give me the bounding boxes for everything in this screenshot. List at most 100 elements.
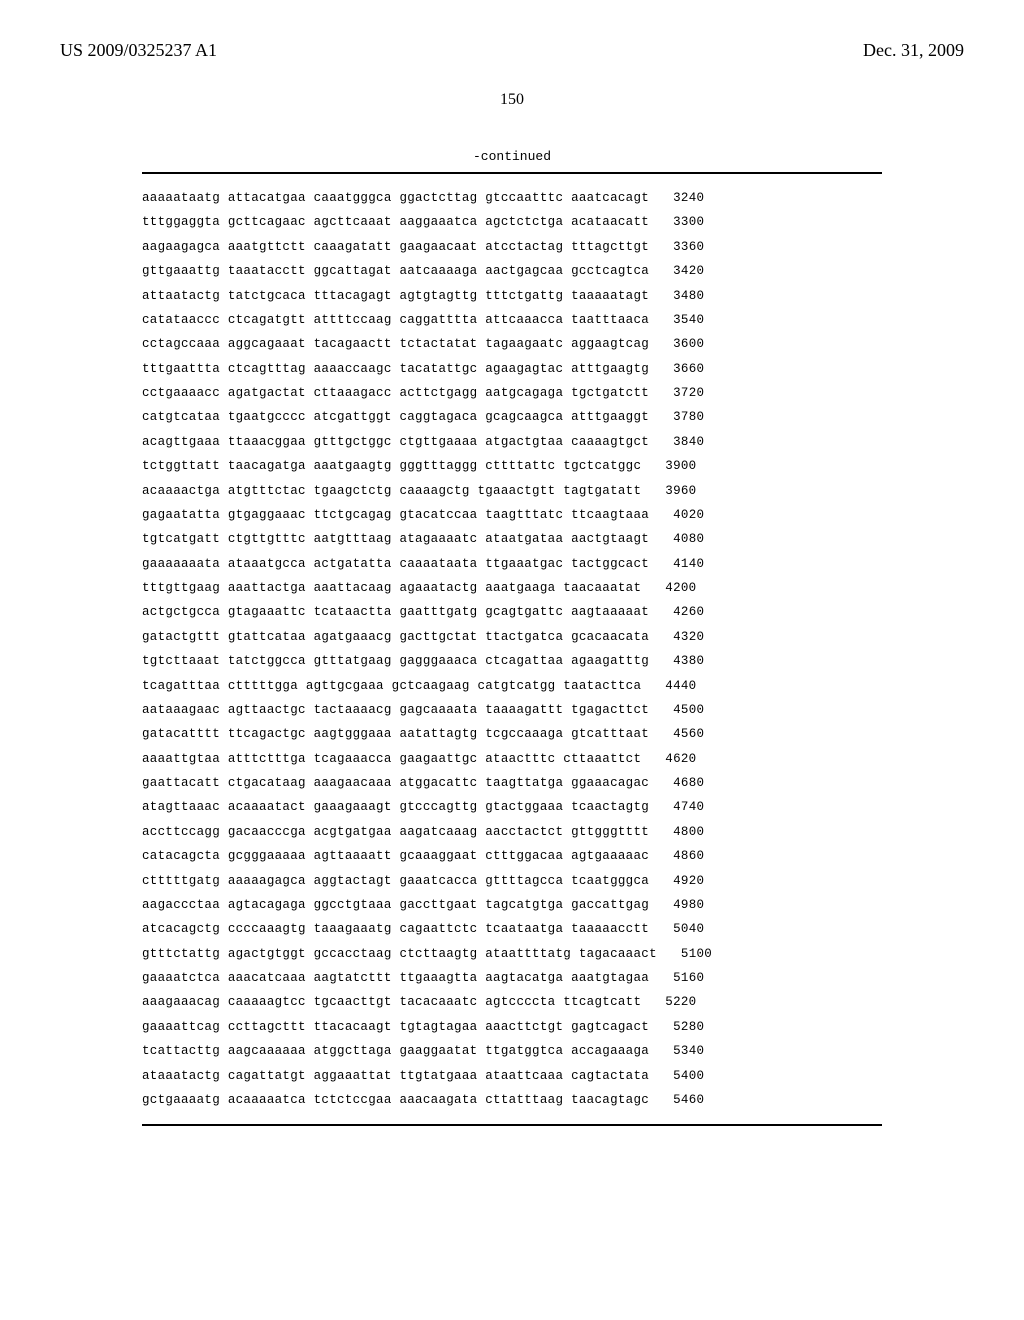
sequence-text: gatacatttt ttcagactgc aagtgggaaa aatatta… — [142, 722, 649, 746]
sequence-number: 4260 — [673, 600, 704, 624]
sequence-row: catacagcta gcgggaaaaa agttaaaatt gcaaagg… — [142, 844, 882, 868]
sequence-number: 4860 — [673, 844, 704, 868]
publication-date: Dec. 31, 2009 — [863, 40, 964, 61]
sequence-text: gttgaaattg taaatacctt ggcattagat aatcaaa… — [142, 259, 649, 283]
sequence-row: tgtcttaaat tatctggcca gtttatgaag gagggaa… — [142, 649, 882, 673]
sequence-number: 4380 — [673, 649, 704, 673]
sequence-text: aagaccctaa agtacagaga ggcctgtaaa gaccttg… — [142, 893, 649, 917]
sequence-number: 4680 — [673, 771, 704, 795]
sequence-text: atagttaaac acaaaatact gaaagaaagt gtcccag… — [142, 795, 649, 819]
sequence-row: tttgaattta ctcagtttag aaaaccaagc tacatat… — [142, 357, 882, 381]
sequence-text: cctagccaaa aggcagaaat tacagaactt tctacta… — [142, 332, 649, 356]
sequence-number: 5340 — [673, 1039, 704, 1063]
sequence-row: acagttgaaa ttaaacggaa gtttgctggc ctgttga… — [142, 430, 882, 454]
sequence-row: atagttaaac acaaaatact gaaagaaagt gtcccag… — [142, 795, 882, 819]
sequence-row: ataaatactg cagattatgt aggaaattat ttgtatg… — [142, 1064, 882, 1088]
sequence-number: 4140 — [673, 552, 704, 576]
sequence-row: accttccagg gacaacccga acgtgatgaa aagatca… — [142, 820, 882, 844]
sequence-number: 4620 — [665, 747, 696, 771]
sequence-row: tctggttatt taacagatga aaatgaagtg gggttta… — [142, 454, 882, 478]
sequence-text: aagaagagca aaatgttctt caaagatatt gaagaac… — [142, 235, 649, 259]
sequence-row: tcagatttaa ctttttgga agttgcgaaa gctcaaga… — [142, 674, 882, 698]
sequence-text: tttggaggta gcttcagaac agcttcaaat aaggaaa… — [142, 210, 649, 234]
sequence-number: 3720 — [673, 381, 704, 405]
sequence-number: 5400 — [673, 1064, 704, 1088]
sequence-number: 4500 — [673, 698, 704, 722]
sequence-text: catataaccc ctcagatgtt attttccaag caggatt… — [142, 308, 649, 332]
sequence-text: tcagatttaa ctttttgga agttgcgaaa gctcaaga… — [142, 674, 641, 698]
sequence-text: gctgaaaatg acaaaaatca tctctccgaa aaacaag… — [142, 1088, 649, 1112]
sequence-row: gatactgttt gtattcataa agatgaaacg gacttgc… — [142, 625, 882, 649]
sequence-row: gaaaattcag ccttagcttt ttacacaagt tgtagta… — [142, 1015, 882, 1039]
sequence-number: 4320 — [673, 625, 704, 649]
sequence-number: 5040 — [673, 917, 704, 941]
sequence-row: cctagccaaa aggcagaaat tacagaactt tctacta… — [142, 332, 882, 356]
sequence-number: 4020 — [673, 503, 704, 527]
sequence-row: gatacatttt ttcagactgc aagtgggaaa aatatta… — [142, 722, 882, 746]
sequence-number: 5220 — [665, 990, 696, 1014]
sequence-text: aataaagaac agttaactgc tactaaaacg gagcaaa… — [142, 698, 649, 722]
sequence-text: gaattacatt ctgacataag aaagaacaaa atggaca… — [142, 771, 649, 795]
sequence-text: actgctgcca gtagaaattc tcataactta gaatttg… — [142, 600, 649, 624]
sequence-row: gaattacatt ctgacataag aaagaacaaa atggaca… — [142, 771, 882, 795]
sequence-number: 3780 — [673, 405, 704, 429]
sequence-text: cctgaaaacc agatgactat cttaaagacc acttctg… — [142, 381, 649, 405]
sequence-row: aagaccctaa agtacagaga ggcctgtaaa gaccttg… — [142, 893, 882, 917]
sequence-text: gaaaaaaata ataaatgcca actgatatta caaaata… — [142, 552, 649, 576]
sequence-number: 3660 — [673, 357, 704, 381]
sequence-number: 3600 — [673, 332, 704, 356]
sequence-row: ctttttgatg aaaaagagca aggtactagt gaaatca… — [142, 869, 882, 893]
sequence-text: gagaatatta gtgaggaaac ttctgcagag gtacatc… — [142, 503, 649, 527]
sequence-row: tgtcatgatt ctgttgtttc aatgtttaag atagaaa… — [142, 527, 882, 551]
sequence-text: aaaattgtaa atttctttga tcagaaacca gaagaat… — [142, 747, 641, 771]
sequence-text: ctttttgatg aaaaagagca aggtactagt gaaatca… — [142, 869, 649, 893]
sequence-row: cctgaaaacc agatgactat cttaaagacc acttctg… — [142, 381, 882, 405]
sequence-number: 4440 — [665, 674, 696, 698]
sequence-number: 3300 — [673, 210, 704, 234]
sequence-text: catacagcta gcgggaaaaa agttaaaatt gcaaagg… — [142, 844, 649, 868]
sequence-row: tttggaggta gcttcagaac agcttcaaat aaggaaa… — [142, 210, 882, 234]
sequence-number: 5460 — [673, 1088, 704, 1112]
sequence-number: 4740 — [673, 795, 704, 819]
sequence-row: tttgttgaag aaattactga aaattacaag agaaata… — [142, 576, 882, 600]
sequence-number: 5100 — [681, 942, 712, 966]
sequence-number: 4200 — [665, 576, 696, 600]
sequence-text: gaaaattcag ccttagcttt ttacacaagt tgtagta… — [142, 1015, 649, 1039]
sequence-number: 3360 — [673, 235, 704, 259]
sequence-row: aataaagaac agttaactgc tactaaaacg gagcaaa… — [142, 698, 882, 722]
sequence-number: 3840 — [673, 430, 704, 454]
sequence-text: acagttgaaa ttaaacggaa gtttgctggc ctgttga… — [142, 430, 649, 454]
sequence-number: 4800 — [673, 820, 704, 844]
sequence-text: tctggttatt taacagatga aaatgaagtg gggttta… — [142, 454, 641, 478]
sequence-number: 5280 — [673, 1015, 704, 1039]
sequence-row: attaatactg tatctgcaca tttacagagt agtgtag… — [142, 284, 882, 308]
sequence-text: tttgaattta ctcagtttag aaaaccaagc tacatat… — [142, 357, 649, 381]
sequence-text: gatactgttt gtattcataa agatgaaacg gacttgc… — [142, 625, 649, 649]
sequence-row: aaaaataatg attacatgaa caaatgggca ggactct… — [142, 186, 882, 210]
sequence-row: gaaaatctca aaacatcaaa aagtatcttt ttgaaag… — [142, 966, 882, 990]
sequence-row: aagaagagca aaatgttctt caaagatatt gaagaac… — [142, 235, 882, 259]
sequence-row: catgtcataa tgaatgcccc atcgattggt caggtag… — [142, 405, 882, 429]
sequence-number: 4920 — [673, 869, 704, 893]
sequence-number: 3900 — [665, 454, 696, 478]
sequence-row: acaaaactga atgtttctac tgaagctctg caaaagc… — [142, 479, 882, 503]
sequence-text: catgtcataa tgaatgcccc atcgattggt caggtag… — [142, 405, 649, 429]
sequence-number: 3960 — [665, 479, 696, 503]
sequence-number: 4080 — [673, 527, 704, 551]
sequence-text: gtttctattg agactgtggt gccacctaag ctcttaa… — [142, 942, 657, 966]
sequence-text: accttccagg gacaacccga acgtgatgaa aagatca… — [142, 820, 649, 844]
sequence-text: ataaatactg cagattatgt aggaaattat ttgtatg… — [142, 1064, 649, 1088]
sequence-text: acaaaactga atgtttctac tgaagctctg caaaagc… — [142, 479, 641, 503]
sequence-number: 3420 — [673, 259, 704, 283]
continued-label: -continued — [60, 149, 964, 164]
sequence-number: 4980 — [673, 893, 704, 917]
sequence-number: 5160 — [673, 966, 704, 990]
sequence-row: actgctgcca gtagaaattc tcataactta gaatttg… — [142, 600, 882, 624]
sequence-text: tttgttgaag aaattactga aaattacaag agaaata… — [142, 576, 641, 600]
sequence-text: tcattacttg aagcaaaaaa atggcttaga gaaggaa… — [142, 1039, 649, 1063]
sequence-row: catataaccc ctcagatgtt attttccaag caggatt… — [142, 308, 882, 332]
sequence-row: gctgaaaatg acaaaaatca tctctccgaa aaacaag… — [142, 1088, 882, 1112]
sequence-number: 3540 — [673, 308, 704, 332]
publication-number: US 2009/0325237 A1 — [60, 40, 217, 61]
sequence-text: tgtcatgatt ctgttgtttc aatgtttaag atagaaa… — [142, 527, 649, 551]
